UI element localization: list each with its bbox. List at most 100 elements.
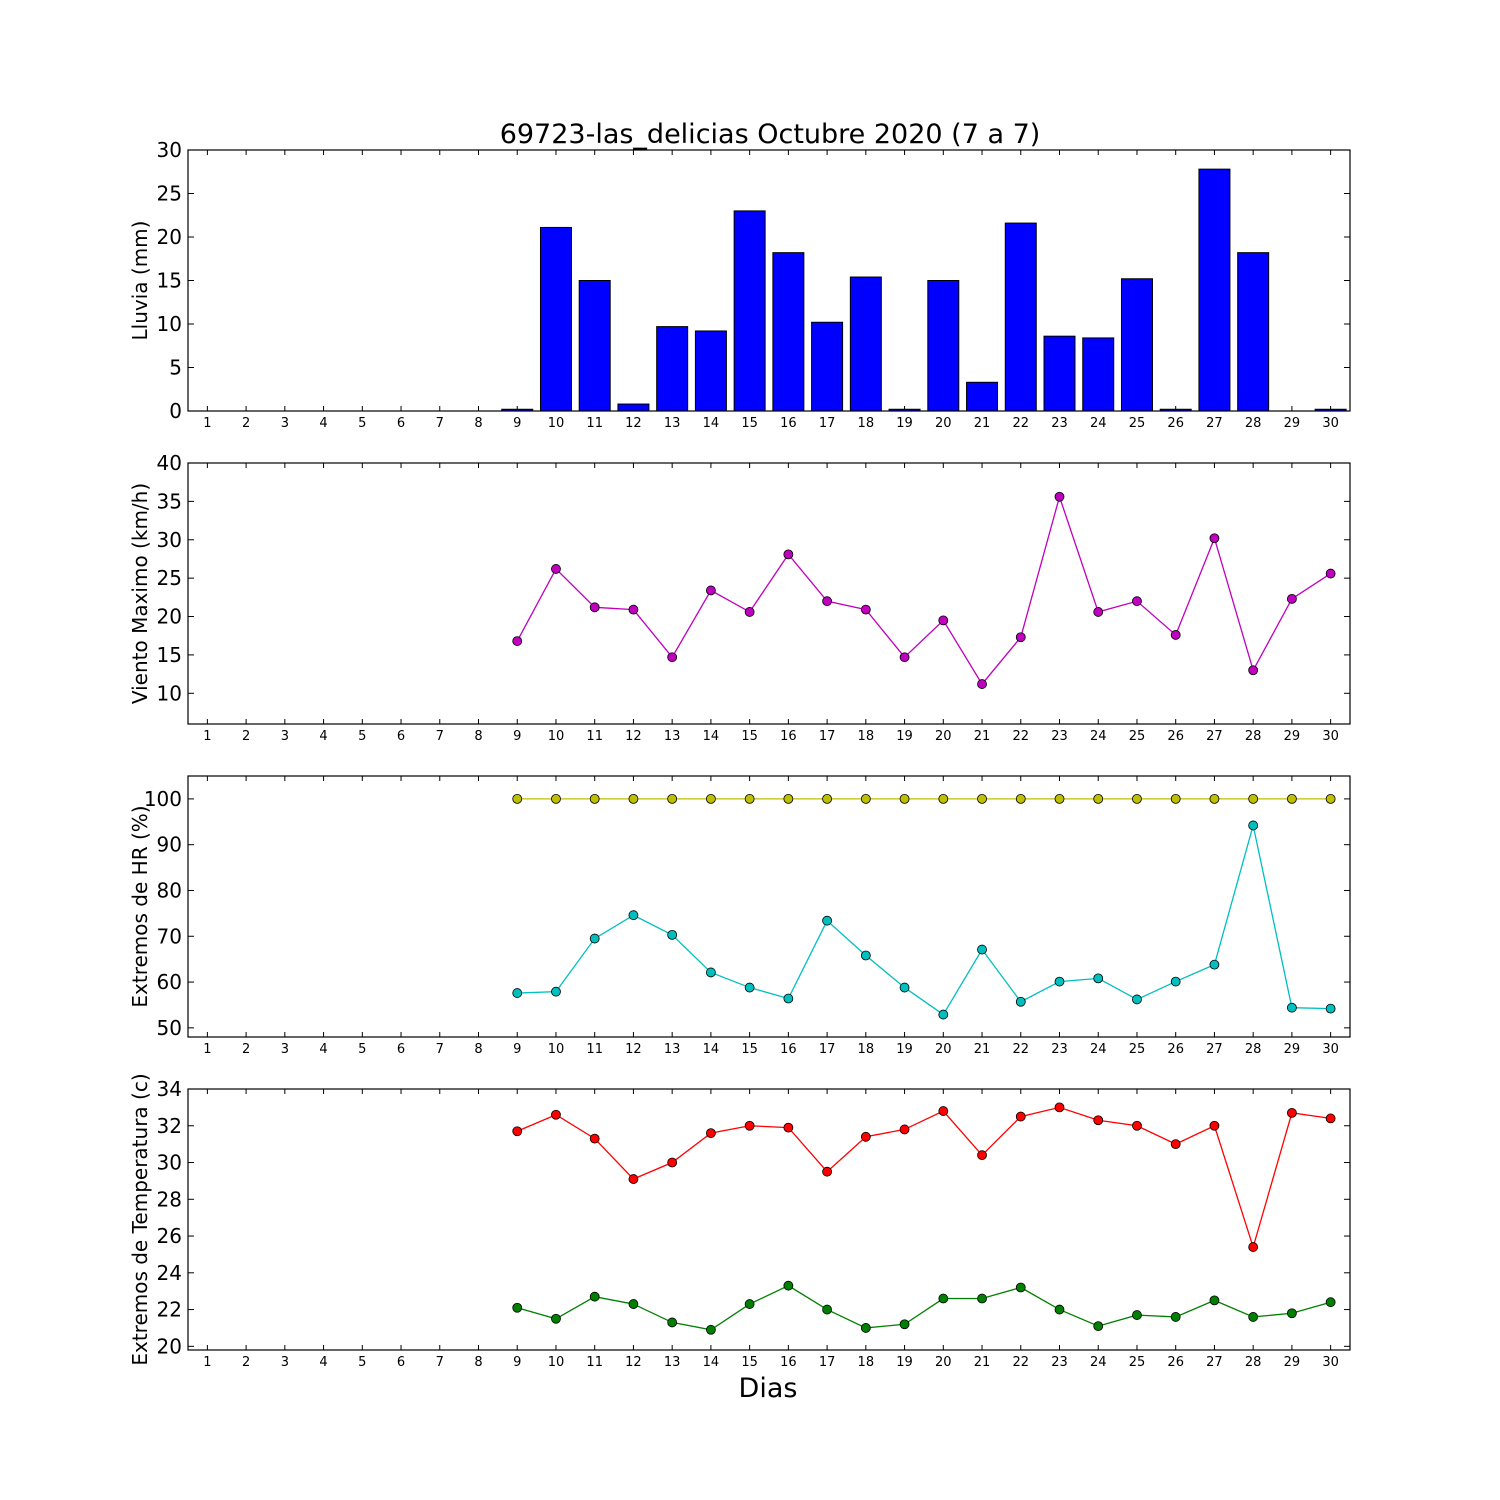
series-1-point xyxy=(744,1120,755,1131)
series-1-point xyxy=(589,1133,600,1144)
x-tick-label: 29 xyxy=(1284,729,1301,744)
series-1-point xyxy=(1054,1102,1065,1113)
y-tick-label: 70 xyxy=(157,924,182,948)
y-tick-label: 26 xyxy=(157,1224,182,1248)
series-2-point xyxy=(783,993,794,1004)
series-2-point xyxy=(1209,1295,1220,1306)
x-tick-label: 12 xyxy=(625,416,642,431)
bar-day-18 xyxy=(849,276,882,412)
bar-day-24 xyxy=(1082,337,1115,412)
x-tick-label: 30 xyxy=(1322,729,1339,744)
series-2-point xyxy=(1325,1297,1336,1308)
x-tick-label: 19 xyxy=(896,416,913,431)
x-tick-label: 15 xyxy=(741,1042,758,1057)
x-tick-label: 7 xyxy=(436,729,444,744)
y-tick-label: 28 xyxy=(157,1187,182,1211)
x-tick-label: 14 xyxy=(703,729,720,744)
series-2-point xyxy=(977,1293,987,1304)
series-1-point xyxy=(1170,630,1181,640)
series-1-point xyxy=(1209,533,1220,544)
x-tick-label: 27 xyxy=(1206,1042,1223,1057)
x-tick-label: 25 xyxy=(1129,1355,1146,1370)
series-1-point xyxy=(822,793,832,804)
x-tick-label: 21 xyxy=(974,416,991,431)
x-tick-label: 1 xyxy=(203,729,211,744)
x-tick-label: 15 xyxy=(741,1355,758,1370)
x-tick-label: 25 xyxy=(1129,416,1146,431)
x-tick-label: 1 xyxy=(203,416,211,431)
series-1-point xyxy=(512,793,523,804)
x-tick-label: 9 xyxy=(513,1355,521,1370)
y-tick-label: 30 xyxy=(157,138,182,162)
bar-day-20 xyxy=(927,280,960,412)
y-tick-label: 30 xyxy=(157,528,182,552)
series-2-point xyxy=(744,1299,755,1309)
x-tick-label: 22 xyxy=(1012,1042,1029,1057)
y-tick-label: 20 xyxy=(157,1334,182,1358)
series-2-point xyxy=(1054,976,1065,987)
x-tick-label: 18 xyxy=(858,1355,875,1370)
x-tick-label: 13 xyxy=(664,1355,681,1370)
series-1-point xyxy=(1054,491,1065,502)
series-1-point xyxy=(1209,793,1220,804)
y-tick-label: 25 xyxy=(157,182,182,206)
x-tick-label: 16 xyxy=(780,1355,797,1370)
x-tick-label: 21 xyxy=(974,1355,991,1370)
x-tick-label: 24 xyxy=(1090,729,1107,744)
x-tick-label: 4 xyxy=(319,1355,327,1370)
series-2-point xyxy=(1248,820,1259,831)
x-tick-label: 16 xyxy=(780,416,797,431)
series-1-point xyxy=(1209,1120,1220,1131)
y-axis-label: Extremos de Temperatura (c) xyxy=(128,1073,152,1365)
x-tick-label: 28 xyxy=(1245,1355,1262,1370)
series-1-point xyxy=(977,793,987,804)
series-line-2 xyxy=(517,825,1331,1016)
bar-day-22 xyxy=(1004,222,1037,412)
x-tick-label: 23 xyxy=(1051,729,1068,744)
series-2-point xyxy=(744,982,755,993)
x-axis-label: Dias xyxy=(739,1373,798,1404)
series-1-point xyxy=(706,1128,716,1139)
axes-frame xyxy=(187,149,1351,412)
axes-frame xyxy=(187,775,1351,1038)
bar-day-10 xyxy=(539,226,572,412)
x-tick-label: 29 xyxy=(1284,1042,1301,1057)
x-tick-label: 4 xyxy=(319,416,327,431)
x-tick-label: 28 xyxy=(1245,1042,1262,1057)
y-axis-label: Lluvia (mm) xyxy=(128,221,152,341)
x-tick-label: 12 xyxy=(625,729,642,744)
series-2-point xyxy=(628,910,639,921)
x-tick-label: 13 xyxy=(664,729,681,744)
series-2-point xyxy=(551,1313,561,1324)
series-2-point xyxy=(1170,976,1181,987)
x-tick-label: 15 xyxy=(741,729,758,744)
x-tick-label: 11 xyxy=(586,1355,603,1370)
series-1-point xyxy=(783,549,794,560)
series-1-point xyxy=(860,1131,871,1142)
series-2-point xyxy=(822,915,832,926)
series-1-point xyxy=(512,1126,523,1137)
x-tick-label: 13 xyxy=(664,1042,681,1057)
x-tick-label: 30 xyxy=(1322,1355,1339,1370)
x-tick-label: 10 xyxy=(548,729,565,744)
x-tick-label: 5 xyxy=(358,1042,366,1057)
series-1-point xyxy=(1054,793,1065,804)
y-tick-label: 80 xyxy=(157,878,182,902)
y-tick-label: 60 xyxy=(157,970,182,994)
x-tick-label: 20 xyxy=(935,729,952,744)
series-1-point xyxy=(1093,1115,1104,1126)
x-tick-label: 24 xyxy=(1090,1355,1107,1370)
series-1-point xyxy=(551,793,561,804)
y-axis-label: Extremos de HR (%) xyxy=(128,805,152,1007)
x-tick-label: 4 xyxy=(319,729,327,744)
y-tick-label: 24 xyxy=(157,1261,182,1285)
x-tick-label: 11 xyxy=(586,1042,603,1057)
series-2-point xyxy=(706,1324,716,1335)
x-tick-label: 25 xyxy=(1129,729,1146,744)
x-tick-label: 17 xyxy=(819,416,836,431)
series-line-1 xyxy=(516,1106,1331,1250)
y-tick-label: 0 xyxy=(169,399,182,423)
x-tick-label: 6 xyxy=(397,729,405,744)
